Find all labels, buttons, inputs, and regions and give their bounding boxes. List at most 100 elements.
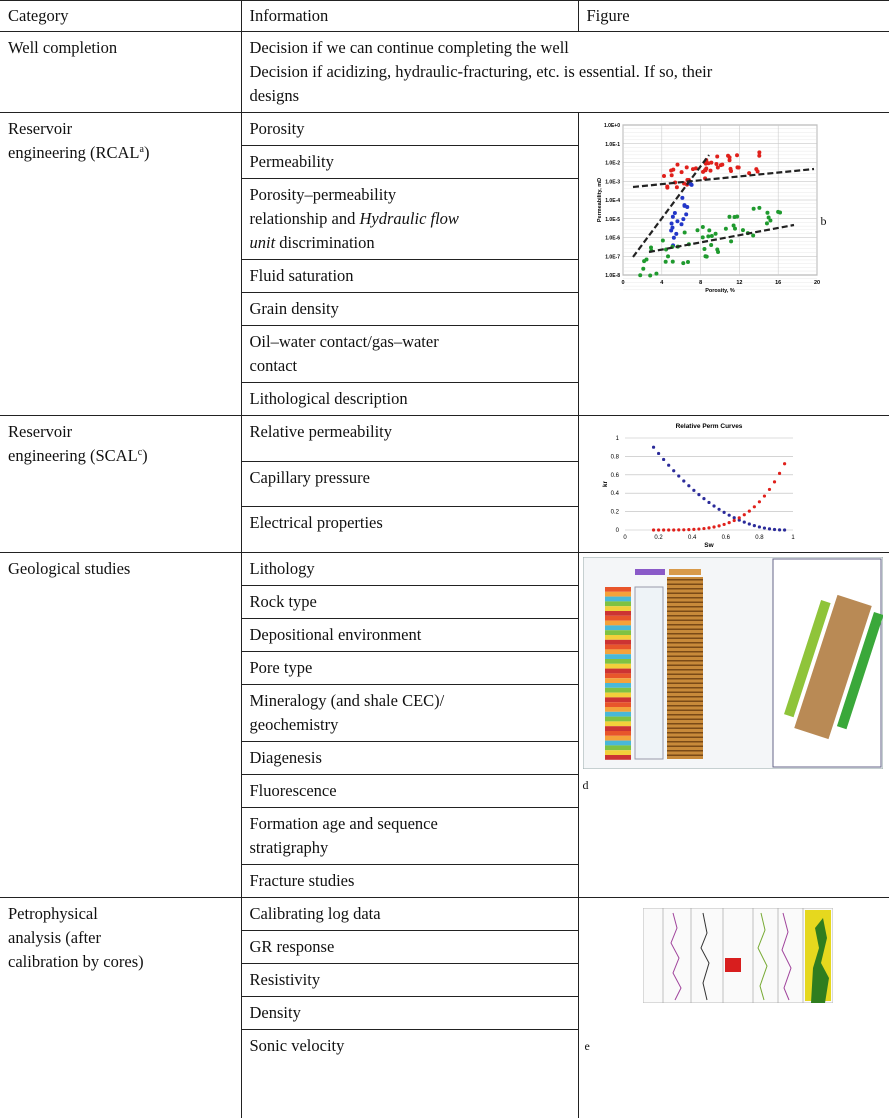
log-band: [605, 606, 631, 611]
scatter-dot: [720, 163, 724, 167]
core-streak: [667, 597, 703, 599]
scatter-dot: [715, 154, 719, 158]
core-streak: [667, 750, 703, 752]
core-analysis-table: CategoryInformationFigureWell completion…: [0, 0, 889, 1118]
y-tick-label: 0.8: [610, 454, 619, 460]
curve-dot: [717, 524, 720, 527]
scatter-dot: [751, 233, 755, 237]
image-frame: [643, 908, 833, 1003]
x-tick-label: 0.6: [721, 535, 730, 541]
text-line: calibration by cores): [8, 952, 144, 971]
text-segment: engineering (RCAL: [8, 143, 140, 162]
log-band: [605, 750, 631, 755]
information-cell: Capillary pressure: [241, 461, 578, 507]
log-band: [605, 726, 631, 731]
log-band: [605, 697, 631, 702]
scatter-dot: [764, 221, 768, 225]
core-streak: [667, 723, 703, 725]
log-band: [605, 702, 631, 707]
curve-dot: [732, 516, 735, 519]
core-streak: [667, 647, 703, 649]
scatter-dot: [702, 247, 706, 251]
text-line: Fluorescence: [250, 781, 337, 800]
curve-dot: [722, 523, 725, 526]
scatter-dot: [735, 165, 739, 169]
core-streak: [667, 624, 703, 626]
core-streak: [667, 755, 703, 757]
information-cell: Fluorescence: [241, 775, 578, 808]
scatter-dot: [695, 228, 699, 232]
log-band: [605, 616, 631, 621]
log-band: [605, 741, 631, 746]
text-segment: discrimination: [275, 233, 374, 252]
scatter-dot: [674, 232, 678, 236]
information-cell: Decision if we can continue completing t…: [241, 32, 889, 113]
scatter-dot: [680, 196, 684, 200]
curve-dot: [657, 528, 660, 531]
curve-dot: [772, 528, 775, 531]
log-band: [605, 745, 631, 750]
scatter-dot: [671, 236, 675, 240]
curve-dot: [707, 501, 710, 504]
curve-dot: [732, 519, 735, 522]
y-tick-label: 1.0E+0: [604, 123, 620, 129]
curve-dot: [682, 479, 685, 482]
curve-dot: [672, 528, 675, 531]
text-segment: relationship and: [250, 209, 360, 228]
text-line: geochemistry: [250, 715, 339, 734]
scatter-dot: [669, 221, 673, 225]
y-axis-label: Permeability, mD: [597, 178, 603, 222]
curve-dot: [662, 458, 665, 461]
text-line: Reservoir: [8, 119, 72, 138]
log-band: [605, 688, 631, 693]
scatter-dot: [706, 234, 710, 238]
scatter-dot: [751, 207, 755, 211]
x-tick-label: 0.4: [688, 535, 697, 541]
scatter-dot: [766, 215, 770, 219]
category-cell: Well completion: [0, 32, 241, 113]
curve-dot: [667, 464, 670, 467]
information-cell: Electrical properties: [241, 507, 578, 553]
text-line: stratigraphy: [250, 838, 329, 857]
scatter-dot: [729, 169, 733, 173]
scatter-dot: [731, 223, 735, 227]
core-streak: [667, 633, 703, 635]
log-band: [605, 664, 631, 669]
curve-dot: [687, 484, 690, 487]
figure-core-image: [583, 557, 883, 769]
log-band: [605, 755, 631, 760]
information-cell: Porosity: [241, 113, 578, 146]
x-tick-label: 12: [736, 280, 742, 286]
x-tick-label: 0: [621, 280, 624, 286]
curve-dot: [707, 526, 710, 529]
scatter-dot: [685, 205, 689, 209]
core-streak: [667, 665, 703, 667]
scatter-dot: [757, 154, 761, 158]
text-line: Lithology: [250, 559, 315, 578]
figure-label: e: [585, 1034, 590, 1058]
scatter-dot: [681, 261, 685, 265]
log-band: [605, 587, 631, 592]
curve-dot: [727, 514, 730, 517]
figure-scatter: 1.0E+01.0E-11.0E-21.0E-31.0E-41.0E-51.0E…: [589, 117, 829, 305]
scatter-dot: [675, 163, 679, 167]
core-streak: [667, 638, 703, 640]
log-band: [605, 678, 631, 683]
track: [635, 587, 663, 759]
curve-dot: [712, 525, 715, 528]
curve-dot: [697, 493, 700, 496]
text-line: Oil–water contact/gas–water: [250, 332, 439, 351]
color-bar: [635, 569, 665, 575]
core-streak: [667, 714, 703, 716]
scatter-dot: [641, 267, 645, 271]
text-line: Calibrating log data: [250, 904, 381, 923]
text-line: Grain density: [250, 299, 339, 318]
log-band: [605, 721, 631, 726]
curve-dot: [742, 521, 745, 524]
